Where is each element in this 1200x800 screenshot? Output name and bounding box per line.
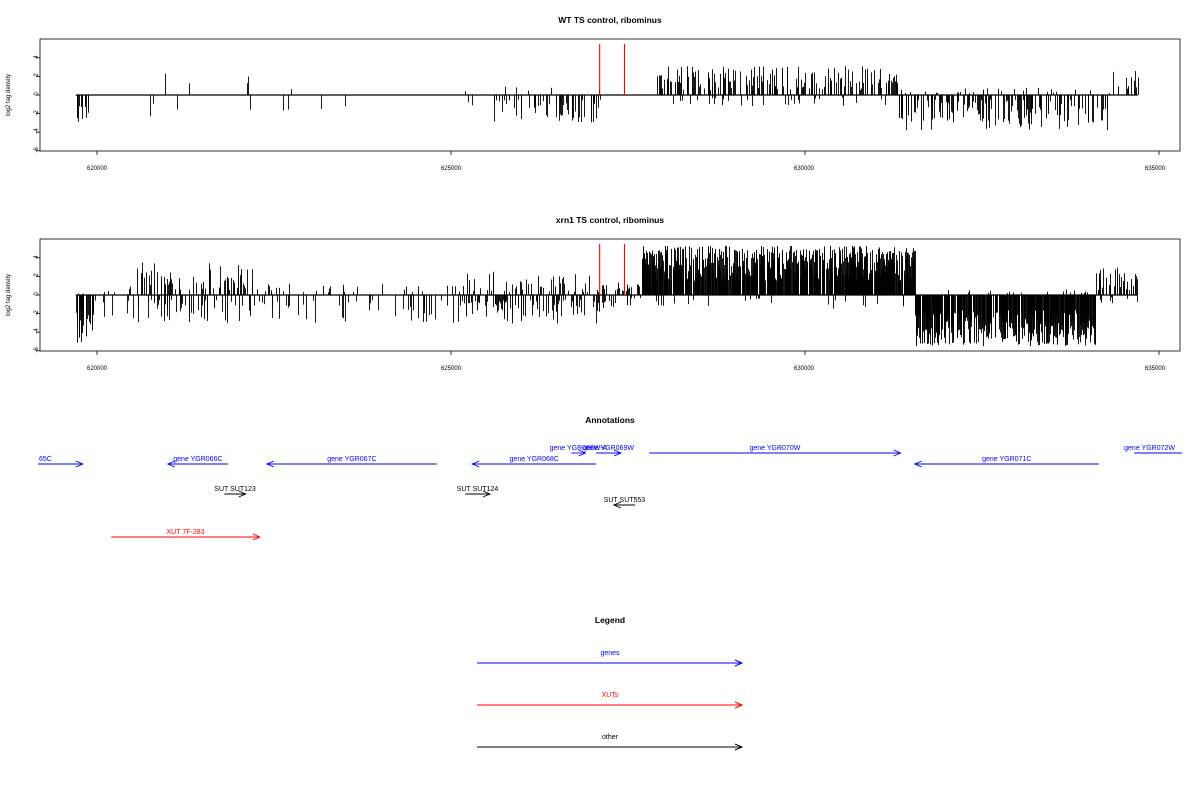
- legend-item-label: XUTs: [602, 692, 619, 699]
- feature-label: gene YGR068C: [510, 456, 559, 463]
- annotation-track: 65C gene YGR066C gene YGR067C gene YGR068W-…: [38, 445, 1182, 541]
- panel1-plot: [36, 38, 1181, 155]
- panel2-plot: [36, 238, 1181, 355]
- arrowhead: [166, 460, 175, 468]
- feature-label: SUT SUT553: [604, 497, 646, 504]
- panel2-ytick-label: 0: [34, 292, 40, 296]
- panel1-xtick-label: 620000: [87, 166, 108, 172]
- arrowhead: [265, 460, 275, 468]
- panel1-ytick-label: 2: [34, 73, 40, 77]
- panel2-xtick-label: 625000: [441, 366, 462, 372]
- legend-title: Legend: [595, 615, 625, 625]
- panel1-xtick-label: 625000: [441, 166, 462, 172]
- feature-label: XUT 7F-283: [167, 529, 205, 536]
- panel1-ytick-label: 4: [34, 55, 40, 59]
- annotations-title: Annotations: [585, 415, 635, 425]
- feature-label: SUT SUT123: [214, 486, 256, 493]
- arrowhead: [471, 460, 480, 468]
- arrowhead: [75, 460, 84, 468]
- panel1-ytick-label: -2: [34, 110, 40, 116]
- arrowhead: [913, 460, 922, 468]
- arrowhead: [734, 701, 744, 709]
- feature-label: SUT SUT124: [457, 486, 499, 493]
- panel2-ytick-label: -4: [34, 328, 40, 334]
- panel2-xticks: 620000 625000 630000 635000: [87, 366, 1166, 372]
- panel2-ylabel: log2 tag density: [6, 274, 12, 316]
- panel2-xtick-label: 635000: [1145, 366, 1166, 372]
- panel2-ytick-label: 4: [34, 255, 40, 259]
- legend: genes XUTs other: [477, 650, 744, 751]
- arrowhead: [613, 449, 623, 457]
- panel2-xtick-label: 620000: [87, 366, 108, 372]
- arrowhead: [612, 501, 622, 509]
- feature-label: gene YGR072W: [1124, 445, 1175, 452]
- feature-label: gene YGR071C: [982, 456, 1031, 463]
- feature-label: gene YGR070W: [749, 445, 800, 452]
- arrowhead: [893, 449, 902, 457]
- panel1-yticks: -6 -4 -2 0 2 4: [34, 55, 40, 153]
- legend-item-label: other: [602, 734, 619, 741]
- arrowhead: [252, 533, 261, 541]
- panel2-yticks: -6 -4 -2 0 2 4: [34, 255, 40, 353]
- feature-label: gene YGR066C: [173, 456, 222, 463]
- panel2-xtick-label: 630000: [794, 366, 815, 372]
- panel1-ylabel: log2 tag density: [6, 74, 12, 116]
- panel1-xtick-label: 635000: [1145, 166, 1166, 172]
- arrowhead: [238, 490, 247, 498]
- panel2-ytick-label: 2: [34, 273, 40, 277]
- arrowhead: [578, 449, 587, 457]
- panel2-ytick-label: -6: [34, 347, 40, 353]
- arrowhead: [734, 743, 744, 751]
- feature-label: gene YGR067C: [327, 456, 376, 463]
- feature-label: 65C: [39, 456, 52, 463]
- panel1-ytick-label: 0: [34, 92, 40, 96]
- arrowhead: [482, 490, 492, 498]
- panel1-xtick-label: 630000: [794, 166, 815, 172]
- panel1-ytick-label: -4: [34, 128, 40, 134]
- panel1-xticks: 620000 625000 630000 635000: [87, 166, 1166, 172]
- panel1-title: WT TS control, ribominus: [558, 15, 662, 25]
- panel2-ytick-label: -2: [34, 310, 40, 316]
- legend-item-label: genes: [600, 650, 620, 657]
- feature-label: gene YGR068W-A: [550, 445, 608, 452]
- feature-label: gene YGR069W: [583, 445, 634, 452]
- panel2-title: xrn1 TS control, ribominus: [556, 215, 664, 225]
- panel1-ytick-label: -6: [34, 147, 40, 153]
- arrowhead: [734, 659, 744, 667]
